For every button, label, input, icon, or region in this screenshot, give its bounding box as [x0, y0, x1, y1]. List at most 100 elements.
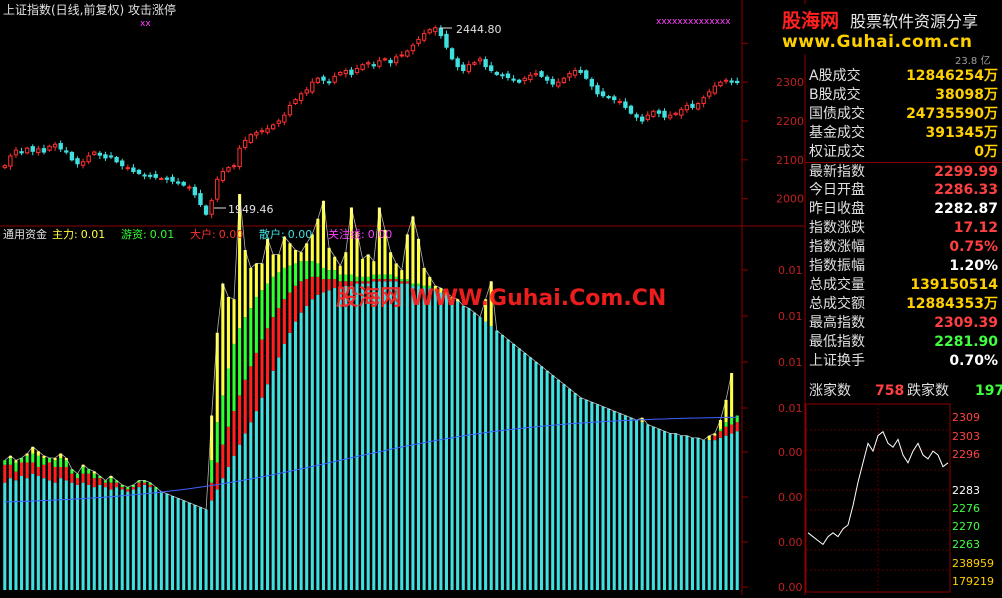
candle: [254, 130, 259, 139]
candle-body: [707, 91, 712, 97]
fund-reference-line: [4, 416, 738, 503]
fund-flow-bar: [42, 455, 46, 590]
candle: [248, 133, 253, 144]
candle: [388, 58, 393, 67]
fund-flow-segment: [690, 437, 695, 590]
fund-flow-segment: [210, 482, 214, 501]
fund-flow-segment: [707, 435, 711, 441]
fund-flow-segment: [92, 487, 96, 590]
candle: [103, 151, 108, 162]
fund-total-line: [4, 194, 732, 511]
fund-flow-segment: [260, 263, 264, 291]
fund-flow-segment: [411, 283, 415, 286]
fund-flow-segment: [355, 276, 359, 282]
fund-flow-segment: [131, 487, 135, 490]
fund-flow-bar: [405, 234, 409, 590]
fund-flow-segment: [59, 478, 63, 590]
fund-flow-bar: [707, 435, 711, 590]
fund-flow-segment: [59, 453, 63, 459]
fund-flow-bar: [461, 305, 465, 590]
candle-body: [254, 132, 259, 136]
candle-body: [8, 155, 13, 167]
fund-flow-segment: [210, 500, 214, 590]
fund-flow-segment: [394, 281, 398, 590]
site-logo[interactable]: 股海网 股票软件资源分享 www.Guhai.com.cn: [760, 4, 1002, 54]
candle-body: [41, 148, 47, 153]
fund-flow-segment: [87, 473, 91, 485]
candle-body: [393, 56, 399, 64]
candle: [656, 108, 662, 118]
fund-flow-segment: [724, 426, 728, 436]
candle: [164, 175, 170, 184]
candle: [58, 140, 63, 153]
fund-flow-segment: [148, 484, 152, 488]
fund-flow-segment: [601, 406, 605, 590]
fund-flow-bar: [450, 296, 454, 590]
fund-flow-segment: [344, 252, 348, 275]
fund-flow-segment: [277, 254, 281, 273]
stat-value: 17.12: [953, 220, 998, 236]
fund-flow-segment: [523, 352, 527, 590]
legend-value: 0.00: [219, 228, 244, 241]
candle-body: [612, 96, 617, 101]
fund-flow-bar: [534, 361, 538, 590]
fund-flow-segment: [109, 489, 113, 590]
fund-flow-segment: [266, 328, 270, 385]
candle: [516, 78, 522, 84]
fund-flow-segment: [456, 299, 460, 302]
fund-flow-bar: [266, 238, 270, 590]
fund-flow-segment: [484, 299, 488, 322]
indicator-tick-label: 0.00: [778, 536, 803, 549]
fund-flow-bar: [131, 484, 135, 590]
fund-flow-bar: [260, 263, 264, 590]
candle: [416, 36, 421, 47]
candle: [466, 60, 472, 74]
fund-flow-segment: [372, 274, 376, 280]
fund-flow-segment: [556, 379, 560, 590]
fund-flow-segment: [377, 207, 381, 275]
fund-flow-segment: [126, 491, 130, 590]
fund-flow-segment: [293, 285, 298, 322]
fund-flow-bar: [478, 317, 482, 590]
candle: [198, 189, 203, 207]
candle: [125, 164, 130, 171]
fund-flow-bar: [277, 254, 281, 590]
fund-flow-bar: [579, 397, 583, 590]
candle: [64, 147, 69, 155]
fund-flow-segment: [377, 274, 381, 280]
fund-flow-series: [3, 194, 739, 590]
candle: [192, 184, 198, 198]
fund-flow-segment: [383, 279, 387, 282]
fund-flow-segment: [635, 420, 639, 590]
fund-flow-segment: [293, 263, 298, 286]
fund-flow-segment: [305, 305, 309, 590]
stat-label: A股成交: [809, 68, 861, 84]
fund-flow-segment: [707, 440, 711, 590]
fund-flow-bar: [355, 232, 359, 590]
fund-flow-segment: [137, 487, 141, 590]
stat-value: 2281.90: [934, 334, 998, 350]
indicator-tick-label: 0.01: [778, 310, 803, 323]
candle: [287, 101, 293, 118]
fund-flow-segment: [266, 238, 270, 284]
fund-flow-bar: [115, 480, 119, 590]
candle: [550, 76, 555, 88]
fund-flow-segment: [266, 384, 270, 590]
mini-axis-label: 2283: [952, 484, 980, 497]
fund-flow-segment: [735, 415, 739, 423]
fund-flow-bar: [428, 276, 432, 590]
fund-flow-segment: [724, 422, 728, 427]
candle-body: [500, 74, 505, 77]
fund-flow-bar: [305, 243, 309, 590]
fund-flow-bar: [120, 484, 124, 590]
legend-label: 关注线:: [328, 227, 365, 241]
fund-flow-segment: [293, 250, 298, 264]
fund-flow-segment: [730, 373, 734, 418]
price-tick-label: 2000: [776, 193, 804, 206]
fund-flow-segment: [170, 496, 175, 590]
fund-flow-segment: [53, 466, 57, 483]
indicator-axis: 0.01 0.01 0.01 0.01 0.00 0.00 0.00 0.00: [742, 264, 803, 594]
candle: [567, 71, 572, 81]
candle: [645, 111, 650, 122]
